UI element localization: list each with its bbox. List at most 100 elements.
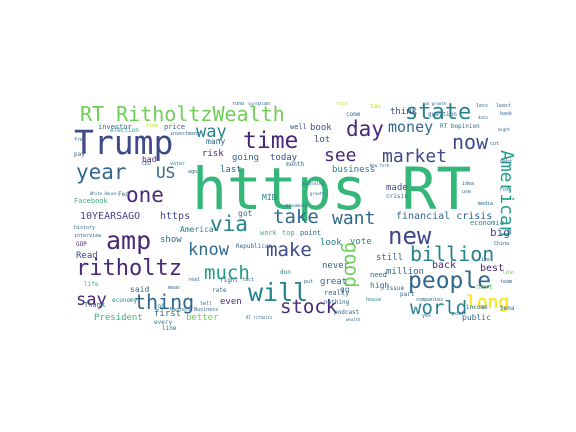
word-great: great <box>320 277 348 287</box>
word-vote: vote <box>350 237 372 247</box>
word-better: better <box>186 313 219 323</box>
word-time: time <box>243 128 299 154</box>
word-bank: bank <box>500 111 513 117</box>
word-many: many <box>206 137 226 146</box>
word-live: live <box>478 257 491 263</box>
word-us: US <box>156 163 176 182</box>
word-make: make <box>266 239 312 261</box>
word-come: come <box>346 111 361 118</box>
word-best: best <box>480 263 505 274</box>
word-election: election <box>110 127 139 134</box>
word-issue: issue <box>386 285 405 292</box>
word-top: top <box>282 229 295 237</box>
word-line: line <box>162 325 177 332</box>
word-rt-ritholtzwealth: RT RitholtzWealth <box>80 102 285 126</box>
word-sure: sure <box>248 102 258 106</box>
word-high: high <box>370 281 390 290</box>
word-team: team <box>500 279 513 285</box>
word-white-house: White House <box>90 191 117 196</box>
word-plan: plan <box>258 102 271 107</box>
word-pay: pay <box>74 151 85 158</box>
word-growth: growth <box>310 191 325 196</box>
word-fact: fact <box>242 277 255 283</box>
word-might: might <box>498 127 511 132</box>
word-mean: mean <box>168 285 181 291</box>
word-media: media <box>478 201 494 207</box>
word-tell: tell <box>200 301 213 307</box>
word-president: President <box>94 313 143 323</box>
word-stop: stop <box>146 123 159 129</box>
word-ago: ago <box>188 169 198 175</box>
word-fox: Fox <box>500 187 510 193</box>
word-economic: economic <box>470 219 504 227</box>
word-right: right <box>220 277 239 284</box>
word-job: job <box>154 303 165 310</box>
word-investor: investor <box>98 123 132 131</box>
word-part: part <box>400 291 415 298</box>
word-cloud: https RT RT RitholtzWealth Trump time st… <box>70 102 514 332</box>
word-stock: stock <box>280 296 338 318</box>
word-podcast: podcast <box>334 309 360 316</box>
word-https: https <box>160 211 191 222</box>
word-mib: MIB <box>262 193 277 202</box>
word-new: new <box>388 222 432 250</box>
word-bloomberg: bloomberg <box>286 203 308 208</box>
word-rich: rich <box>336 102 349 107</box>
word-new-york: New York <box>370 163 390 168</box>
word-look: look <box>320 238 342 248</box>
word-long: long <box>466 292 510 313</box>
word-debt: debt <box>500 159 513 165</box>
word-business: business <box>332 165 376 175</box>
word-take: take <box>273 206 319 228</box>
word-market: market <box>382 146 448 167</box>
word-https-rt: https RT <box>192 155 472 223</box>
word-fund: fund <box>232 102 245 107</box>
word-thank: Thank <box>84 301 106 309</box>
word-real: real <box>188 277 201 283</box>
word-amp: amp <box>106 226 152 255</box>
word-financial-crisis: financial crisis <box>396 211 493 222</box>
word-going: going <box>232 153 260 163</box>
word-data: data <box>478 115 488 120</box>
word-according: according <box>302 181 324 186</box>
word-free: free <box>74 137 87 143</box>
word-facebook: Facebook <box>74 197 108 205</box>
word-still: still <box>376 253 404 263</box>
word-companies: companies <box>416 297 444 303</box>
word-show: show <box>160 235 182 245</box>
word-idea: idea <box>462 181 475 187</box>
word-gop: GOP <box>76 241 87 248</box>
word-day: day <box>346 117 384 141</box>
word-least: least <box>496 103 512 109</box>
word-billion: billion <box>410 242 495 266</box>
word-next: next <box>476 283 493 291</box>
word-month: month <box>286 161 305 168</box>
word-today: today <box>270 153 298 163</box>
word-rt-ritholtz: RT ritholtz <box>246 315 273 320</box>
word-10yearsago: 10YEARSAGO <box>80 211 141 222</box>
word-rate: rate <box>212 287 227 294</box>
word-post: post <box>452 311 465 317</box>
word-yes: yes <box>422 313 432 319</box>
word-via: via <box>210 212 248 236</box>
word-million: million <box>386 267 424 277</box>
word-china: China <box>494 241 510 247</box>
word-much: much <box>204 262 250 284</box>
word-point: point <box>300 229 322 237</box>
word-say: say <box>76 290 107 310</box>
word-love: love <box>502 269 514 276</box>
word-big: big <box>490 226 510 239</box>
word-crisis: crisis <box>386 193 408 200</box>
word-rt-bopinion: RT bopinion <box>440 123 480 130</box>
word-question: question <box>428 111 457 118</box>
word-last: last <box>220 165 242 175</box>
word-masters-business: Masters Business <box>170 307 219 313</box>
word-now: now <box>452 130 489 154</box>
word-got: got <box>238 209 253 218</box>
word-world: world <box>410 297 468 319</box>
word-money: money <box>388 118 434 136</box>
word-economy: economy <box>112 297 138 304</box>
word-bad: bad <box>142 155 157 164</box>
word-wealth: wealth <box>346 317 361 322</box>
word-go: go <box>340 285 350 294</box>
